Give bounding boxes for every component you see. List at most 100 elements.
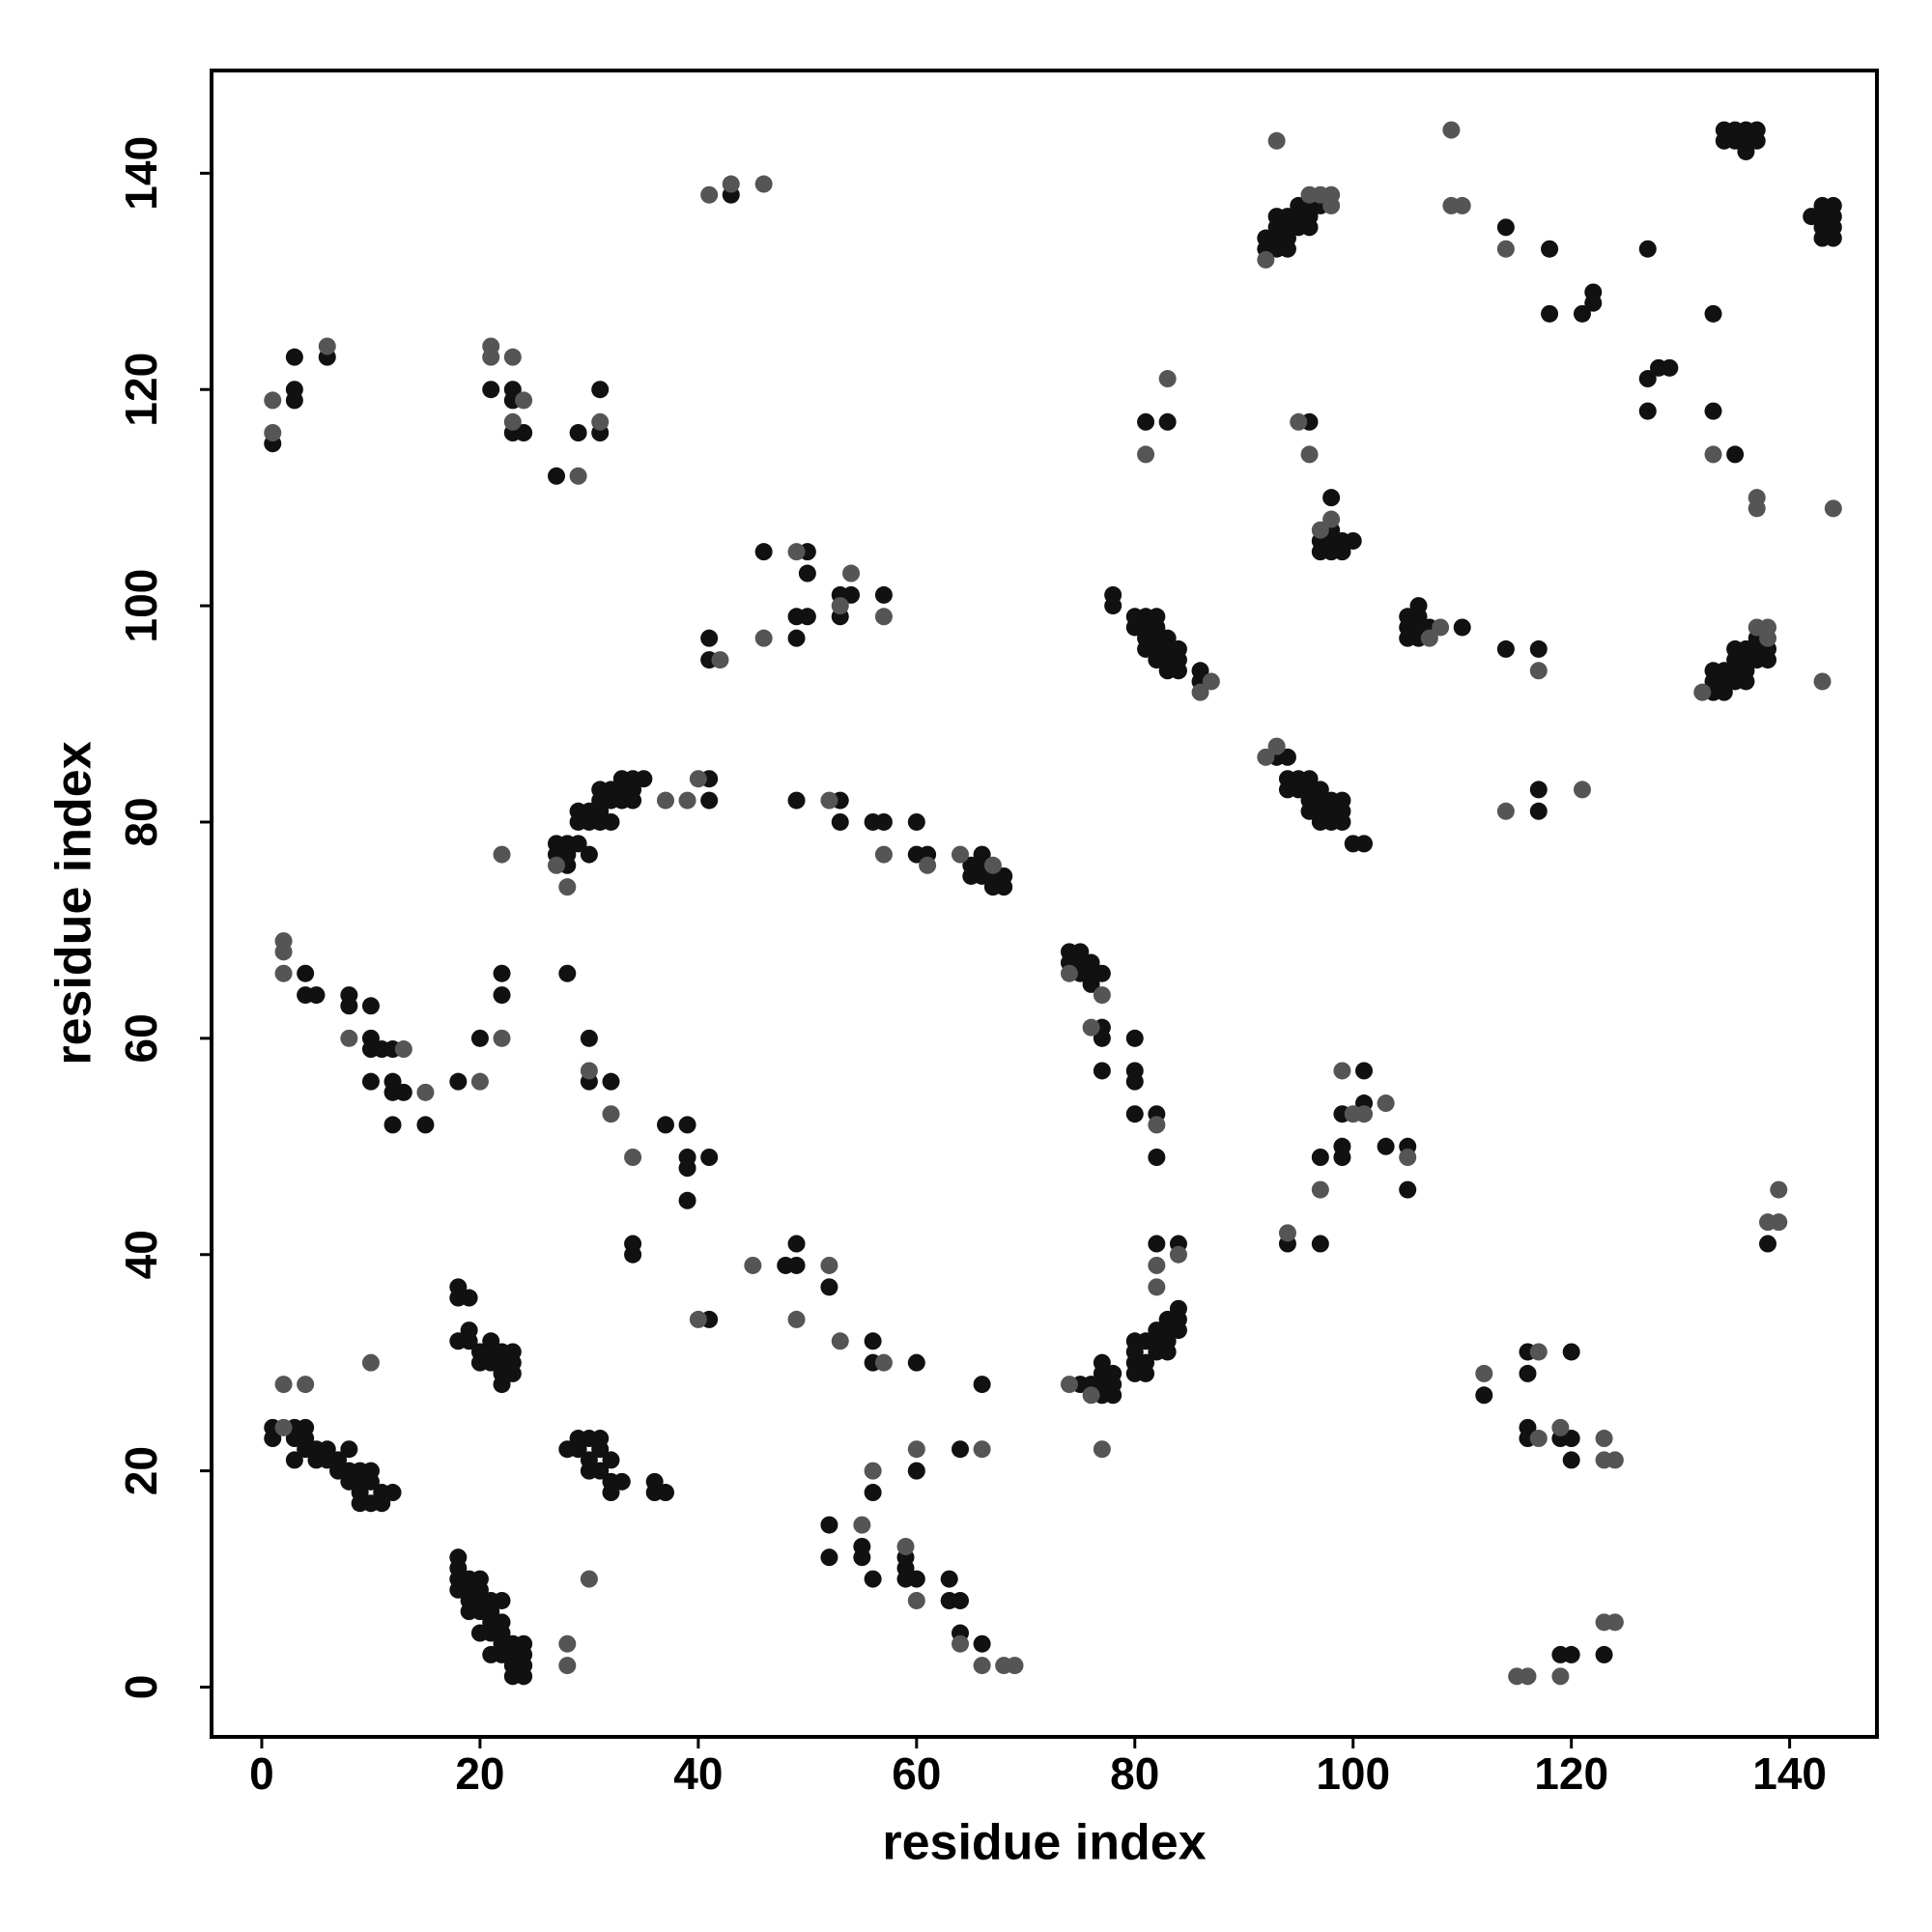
point [1148, 1278, 1166, 1296]
x-tick-label: 20 [455, 1748, 504, 1799]
point [264, 391, 282, 410]
point [864, 1332, 882, 1350]
point [558, 964, 577, 982]
point [1726, 445, 1745, 464]
point [493, 986, 511, 1005]
point [1125, 1105, 1144, 1123]
point [787, 791, 806, 810]
point [1562, 1645, 1580, 1663]
point [1267, 737, 1286, 755]
point [1290, 412, 1308, 431]
point [787, 1235, 806, 1253]
point [952, 1591, 970, 1609]
point [1093, 964, 1111, 982]
point [1595, 1430, 1613, 1448]
point [580, 1029, 598, 1047]
point [787, 1310, 806, 1328]
point [384, 1484, 402, 1502]
point [515, 391, 533, 410]
point [896, 1537, 915, 1555]
point [1137, 412, 1155, 431]
point [919, 856, 937, 874]
point [952, 1634, 970, 1653]
point [689, 1310, 707, 1328]
point [1737, 142, 1755, 160]
point [973, 1440, 991, 1459]
point [1420, 629, 1438, 647]
point [515, 424, 533, 441]
point [907, 1591, 925, 1609]
point [1824, 499, 1842, 518]
point [1060, 964, 1078, 982]
y-tick-label: 40 [116, 1230, 166, 1279]
point [1442, 121, 1461, 139]
point [874, 1353, 893, 1372]
point [1824, 229, 1842, 247]
point [874, 608, 893, 626]
point [1605, 1451, 1624, 1469]
point [1638, 370, 1657, 388]
point [591, 1440, 610, 1459]
point [1300, 445, 1319, 464]
point [1125, 1072, 1144, 1091]
point [470, 1072, 489, 1091]
point [678, 1159, 696, 1178]
point [1551, 1418, 1570, 1436]
point [700, 791, 719, 810]
point [1747, 499, 1766, 518]
point [558, 1634, 577, 1653]
point [1158, 1343, 1177, 1361]
point [722, 175, 740, 193]
point [1759, 651, 1777, 669]
point [1529, 639, 1548, 658]
point [864, 1484, 882, 1502]
point [493, 1376, 511, 1394]
point [1257, 250, 1275, 269]
point [656, 791, 674, 810]
x-tick-label: 40 [673, 1748, 723, 1799]
point [711, 651, 729, 669]
point [503, 412, 522, 431]
x-tick-label: 140 [1752, 1748, 1827, 1799]
point [831, 1332, 849, 1350]
point [1169, 1321, 1187, 1340]
point [1311, 1149, 1329, 1166]
point [1267, 131, 1286, 150]
point [493, 1591, 511, 1609]
point [1551, 1667, 1570, 1686]
point [1496, 240, 1515, 258]
point [798, 608, 816, 626]
x-tick-label: 120 [1534, 1748, 1608, 1799]
point [842, 564, 861, 582]
point [493, 1029, 511, 1047]
y-tick-label: 60 [116, 1013, 166, 1063]
point [1137, 445, 1155, 464]
point [973, 1634, 991, 1653]
point [831, 597, 849, 615]
point [874, 812, 893, 831]
point [907, 812, 925, 831]
point [842, 585, 861, 604]
point [1257, 748, 1275, 766]
point [952, 1440, 970, 1459]
point [482, 381, 500, 399]
point [591, 381, 610, 399]
point [700, 185, 719, 204]
point [1475, 1386, 1493, 1405]
point [1082, 975, 1100, 993]
point [460, 1332, 478, 1350]
point [1322, 185, 1341, 204]
point [1322, 489, 1341, 507]
point [361, 1353, 380, 1372]
point [503, 1364, 522, 1382]
point [1104, 597, 1122, 615]
point [700, 629, 719, 647]
point [1311, 1180, 1329, 1199]
point [1529, 662, 1548, 680]
point [558, 878, 577, 896]
point [787, 629, 806, 647]
y-tick-label: 20 [116, 1446, 166, 1495]
point [1202, 672, 1220, 691]
point [700, 1149, 719, 1166]
